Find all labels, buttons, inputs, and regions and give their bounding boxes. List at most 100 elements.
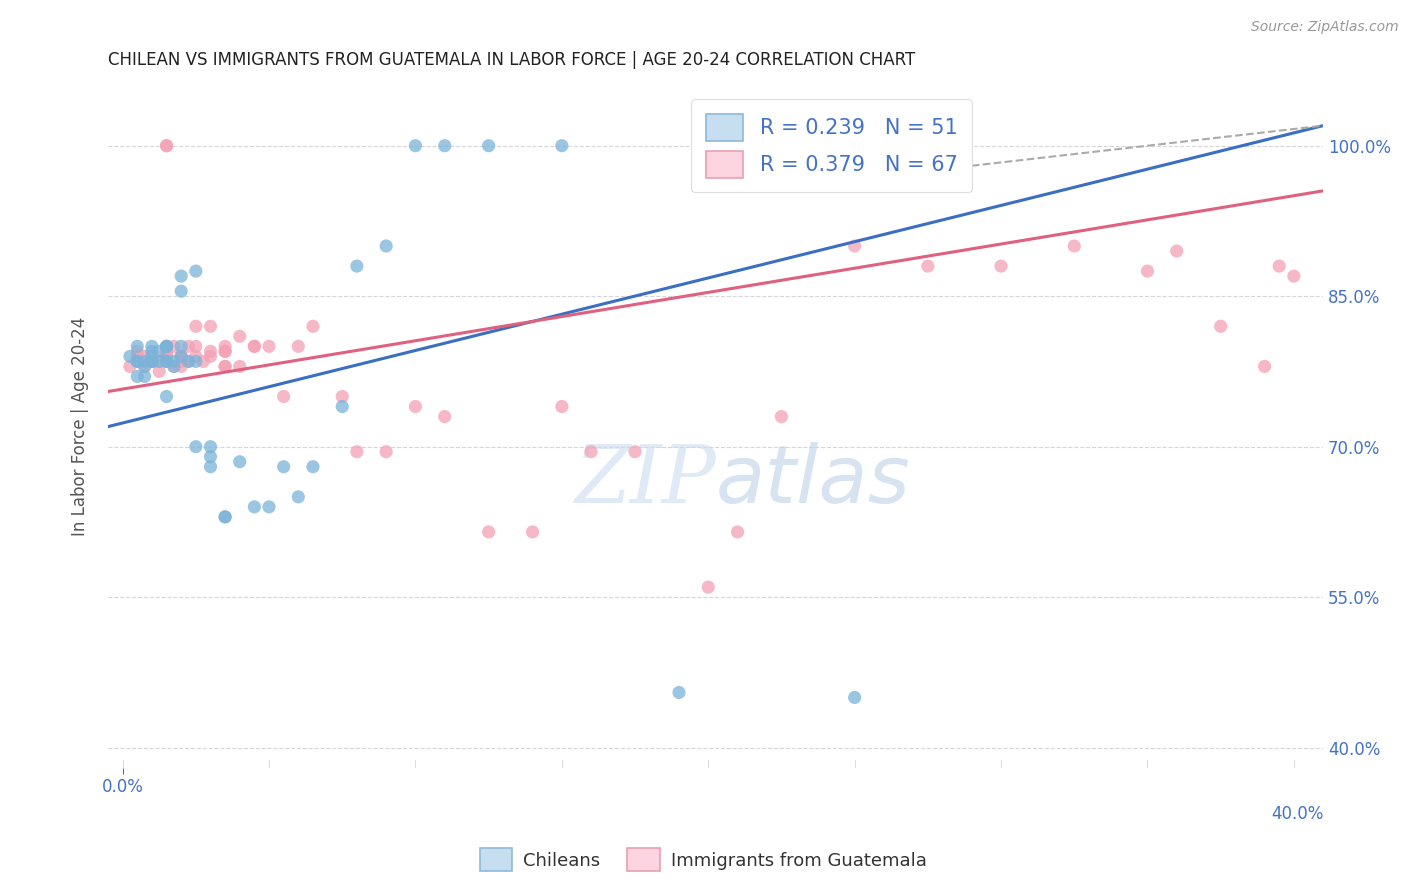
Point xyxy=(214,359,236,374)
Point xyxy=(200,344,222,359)
Point xyxy=(257,500,280,514)
Point xyxy=(229,329,252,343)
Point xyxy=(141,354,163,368)
Point xyxy=(118,359,141,374)
Point xyxy=(155,350,177,364)
Point xyxy=(1282,269,1305,284)
Text: CHILEAN VS IMMIGRANTS FROM GUATEMALA IN LABOR FORCE | AGE 20-24 CORRELATION CHAR: CHILEAN VS IMMIGRANTS FROM GUATEMALA IN … xyxy=(108,51,915,69)
Point xyxy=(141,354,163,368)
Point xyxy=(134,354,156,368)
Point xyxy=(522,524,544,539)
Text: ZIP: ZIP xyxy=(574,442,716,520)
Point xyxy=(177,354,200,368)
Point xyxy=(346,259,368,273)
Point xyxy=(727,524,749,539)
Legend: Chileans, Immigrants from Guatemala: Chileans, Immigrants from Guatemala xyxy=(472,841,934,879)
Point xyxy=(155,339,177,353)
Point xyxy=(134,359,156,374)
Point xyxy=(404,400,426,414)
Point xyxy=(170,359,193,374)
Point xyxy=(148,354,170,368)
Point xyxy=(134,359,156,374)
Point xyxy=(127,350,149,364)
Point xyxy=(127,354,149,368)
Point xyxy=(478,524,501,539)
Point xyxy=(257,339,280,353)
Point xyxy=(155,138,177,153)
Point xyxy=(844,239,866,253)
Y-axis label: In Labor Force | Age 20-24: In Labor Force | Age 20-24 xyxy=(72,317,89,536)
Point xyxy=(243,339,266,353)
Point xyxy=(148,364,170,378)
Point xyxy=(346,444,368,458)
Point xyxy=(170,339,193,353)
Point xyxy=(134,369,156,384)
Point xyxy=(170,269,193,284)
Point xyxy=(302,459,325,474)
Point xyxy=(170,350,193,364)
Point xyxy=(155,339,177,353)
Point xyxy=(375,239,398,253)
Point xyxy=(214,344,236,359)
Point xyxy=(170,350,193,364)
Legend: R = 0.239   N = 51, R = 0.379   N = 67: R = 0.239 N = 51, R = 0.379 N = 67 xyxy=(692,99,973,193)
Point xyxy=(127,344,149,359)
Point xyxy=(551,400,574,414)
Point xyxy=(624,444,647,458)
Point xyxy=(1063,239,1085,253)
Point xyxy=(273,459,295,474)
Point xyxy=(200,350,222,364)
Point xyxy=(184,354,207,368)
Point xyxy=(155,138,177,153)
Point xyxy=(214,344,236,359)
Point xyxy=(184,350,207,364)
Point xyxy=(141,344,163,359)
Point xyxy=(184,339,207,353)
Point xyxy=(375,444,398,458)
Point xyxy=(134,350,156,364)
Point xyxy=(770,409,793,424)
Point xyxy=(118,350,141,364)
Text: Source: ZipAtlas.com: Source: ZipAtlas.com xyxy=(1251,20,1399,34)
Text: atlas: atlas xyxy=(716,442,910,520)
Point xyxy=(433,138,456,153)
Point xyxy=(243,500,266,514)
Point xyxy=(404,138,426,153)
Point xyxy=(141,350,163,364)
Point xyxy=(302,319,325,334)
Point xyxy=(191,354,214,368)
Point xyxy=(155,344,177,359)
Point xyxy=(155,354,177,368)
Point xyxy=(155,350,177,364)
Point xyxy=(155,390,177,404)
Point xyxy=(148,354,170,368)
Point xyxy=(163,359,186,374)
Point xyxy=(579,444,602,458)
Point xyxy=(170,284,193,298)
Point xyxy=(141,354,163,368)
Point xyxy=(127,354,149,368)
Point xyxy=(551,138,574,153)
Point xyxy=(155,354,177,368)
Point xyxy=(184,319,207,334)
Point xyxy=(200,319,222,334)
Point xyxy=(177,354,200,368)
Point xyxy=(184,440,207,454)
Point xyxy=(1166,244,1188,258)
Point xyxy=(163,339,186,353)
Point xyxy=(229,359,252,374)
Point xyxy=(917,259,939,273)
Point xyxy=(330,390,353,404)
Point xyxy=(163,354,186,368)
Point xyxy=(177,339,200,353)
Point xyxy=(141,354,163,368)
Point xyxy=(141,339,163,353)
Point xyxy=(170,354,193,368)
Point xyxy=(200,450,222,464)
Point xyxy=(155,354,177,368)
Point xyxy=(1136,264,1159,278)
Point xyxy=(214,509,236,524)
Point xyxy=(127,339,149,353)
Point xyxy=(697,580,720,594)
Point xyxy=(127,369,149,384)
